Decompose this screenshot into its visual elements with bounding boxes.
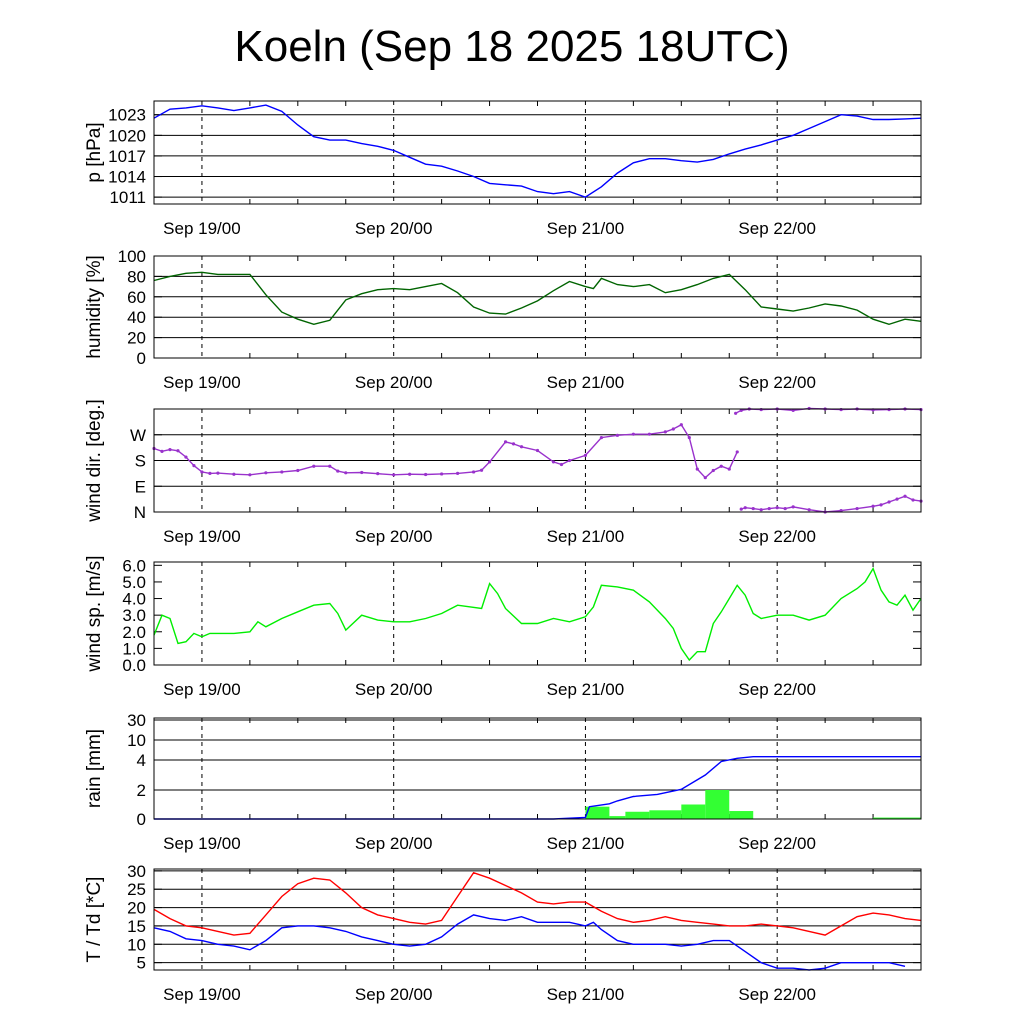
x-tick-label: Sep 19/00 [163,985,241,1004]
x-tick-label: Sep 21/00 [547,985,625,1004]
rain-bar [625,811,650,819]
humidity-line [153,271,922,326]
x-tick-label: Sep 20/00 [355,373,433,392]
y-axis-label: wind dir. [deg.] [84,399,105,523]
accumulated_rain-line [154,756,921,820]
y-tick-label: 20 [127,329,146,348]
rain-bar [873,817,921,819]
y-tick-label: 4.0 [122,590,146,609]
rain-bar [705,790,730,819]
x-tick-label: Sep 22/00 [738,219,816,238]
y-tick-label: 0.0 [122,656,146,675]
dew_point-line [153,914,906,971]
rain-bar [681,804,706,819]
y-tick-label: 6.0 [122,556,146,575]
y-axis-label: T / Td [*C] [84,877,105,963]
x-tick-label: Sep 20/00 [355,985,433,1004]
y-tick-label: 10 [127,935,146,954]
y-tick-label: 100 [118,247,146,266]
y-axis-label: rain [mm] [84,729,105,808]
x-tick-label: Sep 19/00 [163,527,241,546]
rain-bar [649,810,682,819]
y-tick-label: 15 [127,917,146,936]
x-tick-label: Sep 20/00 [355,527,433,546]
x-tick-label: Sep 20/00 [355,219,433,238]
x-tick-label: Sep 19/00 [163,834,241,853]
x-tick-label: Sep 22/00 [738,373,816,392]
panel-frame [153,868,922,971]
y-tick-label: 40 [127,308,146,327]
y-tick-label: 5.0 [122,573,146,592]
x-tick-label: Sep 21/00 [547,527,625,546]
y-tick-label: 80 [127,267,146,286]
y-tick-label: 20 [127,899,146,918]
y-tick-label: 5 [137,954,146,973]
wind_direction-trace [153,423,738,479]
y-tick-label: N [134,503,146,522]
y-tick-label: W [130,426,146,445]
x-tick-label: Sep 22/00 [738,834,816,853]
y-tick-label: 30 [127,862,146,881]
y-tick-label: 3.0 [122,606,146,625]
y-tick-label: 30 [127,711,146,730]
panel-wind_speed: 0.01.02.03.04.05.06.0 wind sp. [m/s] Sep 1… [84,555,922,699]
panel-frame [153,717,922,820]
x-tick-label: Sep 21/00 [547,834,625,853]
x-tick-label: Sep 20/00 [355,834,433,853]
pressure-line [153,104,922,198]
rain-bar [585,806,610,819]
panel-frame [153,255,922,359]
rain-bar [729,811,754,819]
y-tick-label: E [135,477,146,496]
rain-bar [609,816,626,819]
x-tick-label: Sep 19/00 [163,680,241,699]
y-axis-label: humidity [%] [84,255,105,358]
y-tick-label: 60 [127,288,146,307]
x-tick-label: Sep 19/00 [163,373,241,392]
x-tick-label: Sep 19/00 [163,219,241,238]
y-tick-label: 1020 [108,126,146,145]
x-tick-label: Sep 21/00 [547,373,625,392]
y-tick-label: S [135,452,146,471]
panel-frame [153,100,922,205]
temperature-line [153,871,922,936]
y-tick-label: 1017 [108,147,146,166]
x-tick-label: Sep 22/00 [738,680,816,699]
y-tick-label: 25 [127,880,146,899]
y-tick-label: 1023 [108,106,146,125]
panel-frame [153,561,922,666]
y-tick-label: 1.0 [122,639,146,658]
y-tick-label: 4 [137,751,146,770]
x-tick-label: Sep 21/00 [547,219,625,238]
y-axis-label: p [hPa] [84,122,105,182]
x-tick-label: Sep 22/00 [738,985,816,1004]
x-tick-label: Sep 21/00 [547,680,625,699]
x-tick-label: Sep 20/00 [355,680,433,699]
y-tick-label: 1011 [109,188,146,207]
panel-frame [153,408,922,513]
x-tick-label: Sep 22/00 [738,527,816,546]
y-tick-label: 2.0 [122,623,146,642]
y-tick-label: 0 [137,349,146,368]
chart-title: Koeln (Sep 18 2025 18UTC) [234,22,790,71]
wind_speed-line [153,566,922,662]
y-tick-label: 10 [127,731,146,750]
y-axis-label: wind sp. [m/s] [84,555,105,672]
y-tick-label: 1014 [108,168,146,187]
y-tick-label: 2 [137,781,146,800]
y-tick-label: 0 [137,810,146,829]
